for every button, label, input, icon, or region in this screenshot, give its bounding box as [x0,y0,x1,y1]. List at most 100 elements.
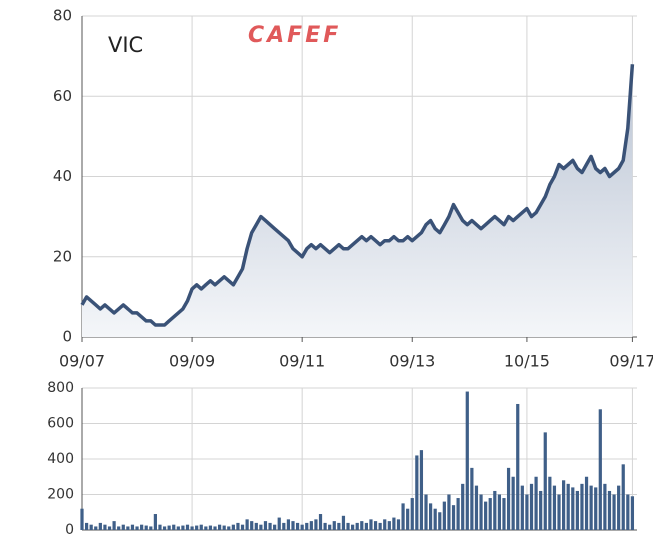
volume-bar [268,522,272,530]
x-tick-label: 10/15 [504,352,550,371]
volume-bar [396,519,401,530]
volume-bar [222,525,226,530]
volume-bar [103,524,107,530]
volume-bar [598,409,602,530]
volume-bar [355,522,359,530]
volume-bar [291,521,295,530]
volume-bar [323,522,327,530]
volume-bar [254,522,258,530]
volume-bar [144,525,148,530]
volume-bar [470,467,474,530]
volume-bar [318,514,323,530]
volume-bar [295,522,300,530]
volume-bar [465,391,469,530]
volume-bar [140,524,144,530]
volume-bar [424,494,428,530]
volume-bar [529,483,534,530]
volume-bar [479,494,483,530]
volume-bar [543,432,547,530]
y-tick-label: 80 [53,7,72,25]
volume-bar [328,524,332,530]
volume-bar [621,464,625,530]
volume-bar [227,526,231,530]
volume-bar [378,522,382,530]
y-tick-label: 200 [47,487,74,503]
volume-bar [121,524,125,530]
volume-bar [603,483,607,530]
y-tick-label: 0 [65,522,74,538]
volume-bar [112,521,116,530]
volume-bar [314,519,318,530]
volume-bar [438,512,442,530]
volume-bar [98,522,102,530]
volume-bar [488,498,492,530]
volume-bar [433,508,437,530]
volume-bar [94,526,98,530]
volume-bar [236,522,240,530]
volume-bar [130,524,135,530]
volume-bar [181,525,185,530]
volume-bar [484,501,488,530]
volume-bar [552,485,557,530]
price-line [80,64,635,327]
volume-bar [190,526,194,530]
y-tick-label: 600 [47,416,74,432]
volume-bar [337,522,341,530]
volume-bar [566,483,570,530]
volume-bar [245,519,249,530]
area [82,64,633,337]
x-tick-label: 09/17 [609,352,653,371]
volume-bar [176,526,180,530]
volume-bar [162,526,167,530]
volume-bar [80,508,84,530]
volume-bar [84,522,89,530]
y-tick-label: 800 [47,380,74,396]
volume-bar [240,524,245,530]
y-tick-label: 400 [47,451,74,467]
volume-bar [364,522,368,530]
volume-bar [158,524,162,530]
volume-bar [126,526,130,530]
volume-bar [383,519,387,530]
volume-bar [351,524,355,530]
volume-bar [589,485,593,530]
volume-bar [373,521,378,530]
volume-bar [612,494,616,530]
volume-bar [341,515,346,530]
volume-bar [474,485,479,530]
volume-bar [332,521,336,530]
volume-bar [263,521,268,530]
volume-bar [231,524,235,530]
volume-bar [415,455,419,530]
volume-bar [456,498,460,530]
chart-title: VIC [108,33,143,57]
volume-bar [277,517,281,530]
volume-bar [406,508,410,530]
volume-bar [548,476,552,530]
volume-bar [525,494,529,530]
volume-bar [447,494,451,530]
volume-bar [117,526,121,530]
volume-bar [167,525,171,530]
volume-bar [217,524,222,530]
volume-bar [259,524,263,530]
y-tick-label: 40 [53,167,72,185]
volume-bar [208,525,213,530]
volume-bar [273,524,277,530]
volume-bar [346,522,350,530]
volume-bar [516,403,520,530]
volume-bar [630,496,635,530]
volume-bar [282,522,286,530]
volume-bar [89,524,93,530]
volume-bar [493,490,497,530]
volume-bar [204,526,208,530]
volume-bar [410,498,414,530]
volume-bar [575,490,579,530]
y-tick-label: 20 [53,247,72,265]
volume-bar [594,487,598,530]
volume-bar [584,476,589,530]
logo: CAFEF [248,23,341,48]
y-tick-label: 0 [62,328,72,346]
volume-bar [387,521,391,530]
volume-bar [497,494,502,530]
